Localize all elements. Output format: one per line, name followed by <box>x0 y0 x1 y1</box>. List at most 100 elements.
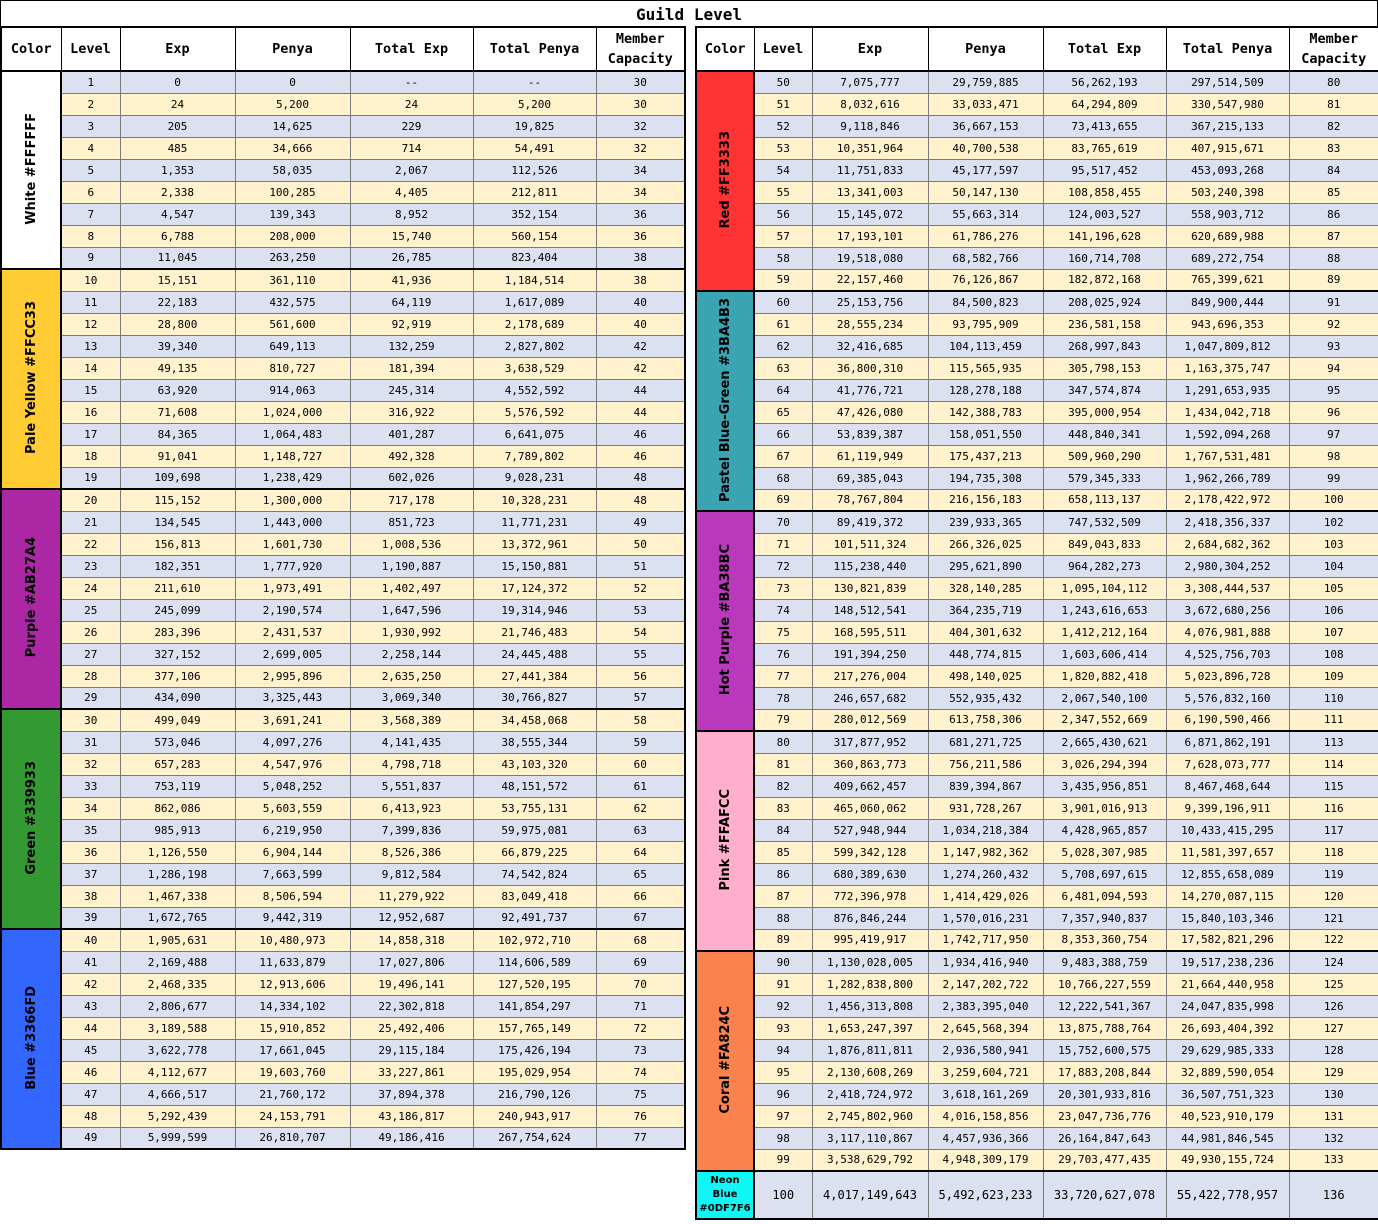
color-group-cell: Pink #FFAFCC <box>695 730 755 952</box>
member-capacity-cell: 51 <box>595 554 686 578</box>
penya-cell: 7,663,599 <box>234 862 351 886</box>
color-group-cell: Purple #AB27A4 <box>0 488 62 710</box>
table-row: 6 2,338 100,285 4,405 212,811 34 <box>1 180 686 204</box>
total-penya-cell: 114,606,589 <box>472 950 597 974</box>
level-cell: 65 <box>753 400 813 424</box>
level-cell: 4 <box>60 136 121 160</box>
exp-cell: 11,751,833 <box>811 158 929 182</box>
table-row: 42 2,468,335 12,913,606 19,496,141 127,520,1… <box>1 972 686 996</box>
total-penya-cell: 21,746,483 <box>472 620 597 644</box>
penya-cell: 649,113 <box>234 334 351 358</box>
penya-cell: 3,325,443 <box>234 686 351 710</box>
level-cell: 51 <box>753 92 813 116</box>
level-cell: 69 <box>753 488 813 512</box>
exp-cell: 130,821,839 <box>811 576 929 600</box>
guild-level-table-left: Color Level Exp Penya Total Exp Total Pe… <box>0 26 686 1150</box>
member-capacity-cell: 54 <box>595 620 686 644</box>
table-row: 92 1,456,313,808 2,383,395,040 12,222,541,3… <box>696 994 1378 1018</box>
exp-cell: 217,276,004 <box>811 664 929 688</box>
level-cell: 98 <box>753 1126 813 1150</box>
penya-cell: 3,618,161,269 <box>927 1082 1044 1106</box>
guild-level-table-right: Color Level Exp Penya Total Exp Total Pe… <box>695 26 1378 1220</box>
level-cell: 81 <box>753 752 813 776</box>
level-cell: 59 <box>753 268 813 292</box>
total-exp-cell: 20,301,933,816 <box>1042 1082 1167 1106</box>
total-penya-cell: 823,404 <box>472 246 597 270</box>
table-row: 47 4,666,517 21,760,172 37,894,378 216,790,1… <box>1 1082 686 1106</box>
level-cell: 53 <box>753 136 813 160</box>
total-penya-cell: 943,696,353 <box>1165 312 1290 336</box>
level-cell: 90 <box>753 950 813 974</box>
penya-cell: 3,259,604,721 <box>927 1060 1044 1084</box>
penya-cell: 1,238,429 <box>234 466 351 490</box>
member-capacity-cell: 65 <box>595 862 686 886</box>
member-capacity-cell: 89 <box>1288 268 1378 292</box>
penya-cell: 361,110 <box>234 268 351 292</box>
penya-cell: 61,786,276 <box>927 224 1044 248</box>
total-exp-cell: 33,720,627,078 <box>1042 1170 1167 1220</box>
level-cell: 67 <box>753 444 813 468</box>
exp-cell: 9,118,846 <box>811 114 929 138</box>
total-penya-cell: 49,930,155,724 <box>1165 1148 1290 1172</box>
table-row: 55 13,341,003 50,147,130 108,858,455 503,240… <box>696 180 1378 204</box>
level-cell: 80 <box>753 730 813 754</box>
total-penya-cell: 32,889,590,054 <box>1165 1060 1290 1084</box>
total-exp-cell: 181,394 <box>349 356 474 380</box>
exp-cell: 4,017,149,643 <box>811 1170 929 1220</box>
level-cell: 76 <box>753 642 813 666</box>
penya-cell: 5,200 <box>234 92 351 116</box>
total-exp-cell: 73,413,655 <box>1042 114 1167 138</box>
exp-cell: 2,745,802,960 <box>811 1104 929 1128</box>
penya-cell: 839,394,867 <box>927 774 1044 798</box>
member-capacity-header: Member Capacity <box>595 26 686 72</box>
total-penya-cell: 14,270,087,115 <box>1165 884 1290 908</box>
total-exp-cell: -- <box>349 70 474 94</box>
member-capacity-cell: 98 <box>1288 444 1378 468</box>
exp-cell: 1,126,550 <box>119 840 236 864</box>
color-group-cell: Coral #FA824C <box>695 950 755 1172</box>
exp-cell: 41,776,721 <box>811 378 929 402</box>
table-row: 24 211,610 1,973,491 1,402,497 17,124,372 52 <box>1 576 686 600</box>
total-exp-cell: 395,000,954 <box>1042 400 1167 424</box>
penya-cell: 5,492,623,233 <box>927 1170 1044 1220</box>
member-capacity-cell: 95 <box>1288 378 1378 402</box>
total-penya-cell: 1,962,266,789 <box>1165 466 1290 490</box>
color-group-label: Pastel Blue-Green #3BA4B3 <box>717 297 733 502</box>
table-row: 32 657,283 4,547,976 4,798,718 43,103,320 60 <box>1 752 686 776</box>
level-cell: 95 <box>753 1060 813 1084</box>
table-row: 69 78,767,804 216,156,183 658,113,137 2,178,… <box>696 488 1378 512</box>
level-cell: 33 <box>60 774 121 798</box>
exp-cell: 2,338 <box>119 180 236 204</box>
table-row: White #FFFFFF 1 0 0 -- -- 30 <box>0 70 686 270</box>
total-penya-cell: 92,491,737 <box>472 906 597 930</box>
exp-cell: 434,090 <box>119 686 236 710</box>
level-cell: 77 <box>753 664 813 688</box>
table-row: 96 2,418,724,972 3,618,161,269 20,301,933,8… <box>696 1082 1378 1106</box>
total-penya-cell: 12,855,658,089 <box>1165 862 1290 886</box>
member-capacity-cell: 118 <box>1288 840 1378 864</box>
total-exp-cell: 64,119 <box>349 290 474 314</box>
exp-cell: 527,948,944 <box>811 818 929 842</box>
member-capacity-cell: 116 <box>1288 796 1378 820</box>
member-capacity-cell: 97 <box>1288 422 1378 446</box>
total-exp-cell: 1,243,616,653 <box>1042 598 1167 622</box>
level-cell: 39 <box>60 906 121 930</box>
total-penya-cell: 2,418,356,337 <box>1165 510 1290 534</box>
member-capacity-cell: 128 <box>1288 1038 1378 1062</box>
level-cell: 96 <box>753 1082 813 1106</box>
total-exp-cell: 7,357,940,837 <box>1042 906 1167 930</box>
total-exp-cell: 2,258,144 <box>349 642 474 666</box>
total-exp-cell: 3,568,389 <box>349 708 474 732</box>
penya-cell: 8,506,594 <box>234 884 351 908</box>
penya-cell: 19,603,760 <box>234 1060 351 1084</box>
level-cell: 43 <box>60 994 121 1018</box>
exp-cell: 1,653,247,397 <box>811 1016 929 1040</box>
color-group-cell: Neon Blue #0DF7F6 <box>695 1170 755 1220</box>
exp-cell: 39,340 <box>119 334 236 358</box>
penya-cell: 40,700,538 <box>927 136 1044 160</box>
table-row: 35 985,913 6,219,950 7,399,836 59,975,081 63 <box>1 818 686 842</box>
table-row: 43 2,806,677 14,334,102 22,302,818 141,854,2… <box>1 994 686 1018</box>
total-penya-cell: 141,854,297 <box>472 994 597 1018</box>
table-row: 79 280,012,569 613,758,306 2,347,552,669 6,1… <box>696 708 1378 732</box>
penya-cell: 4,097,276 <box>234 730 351 754</box>
